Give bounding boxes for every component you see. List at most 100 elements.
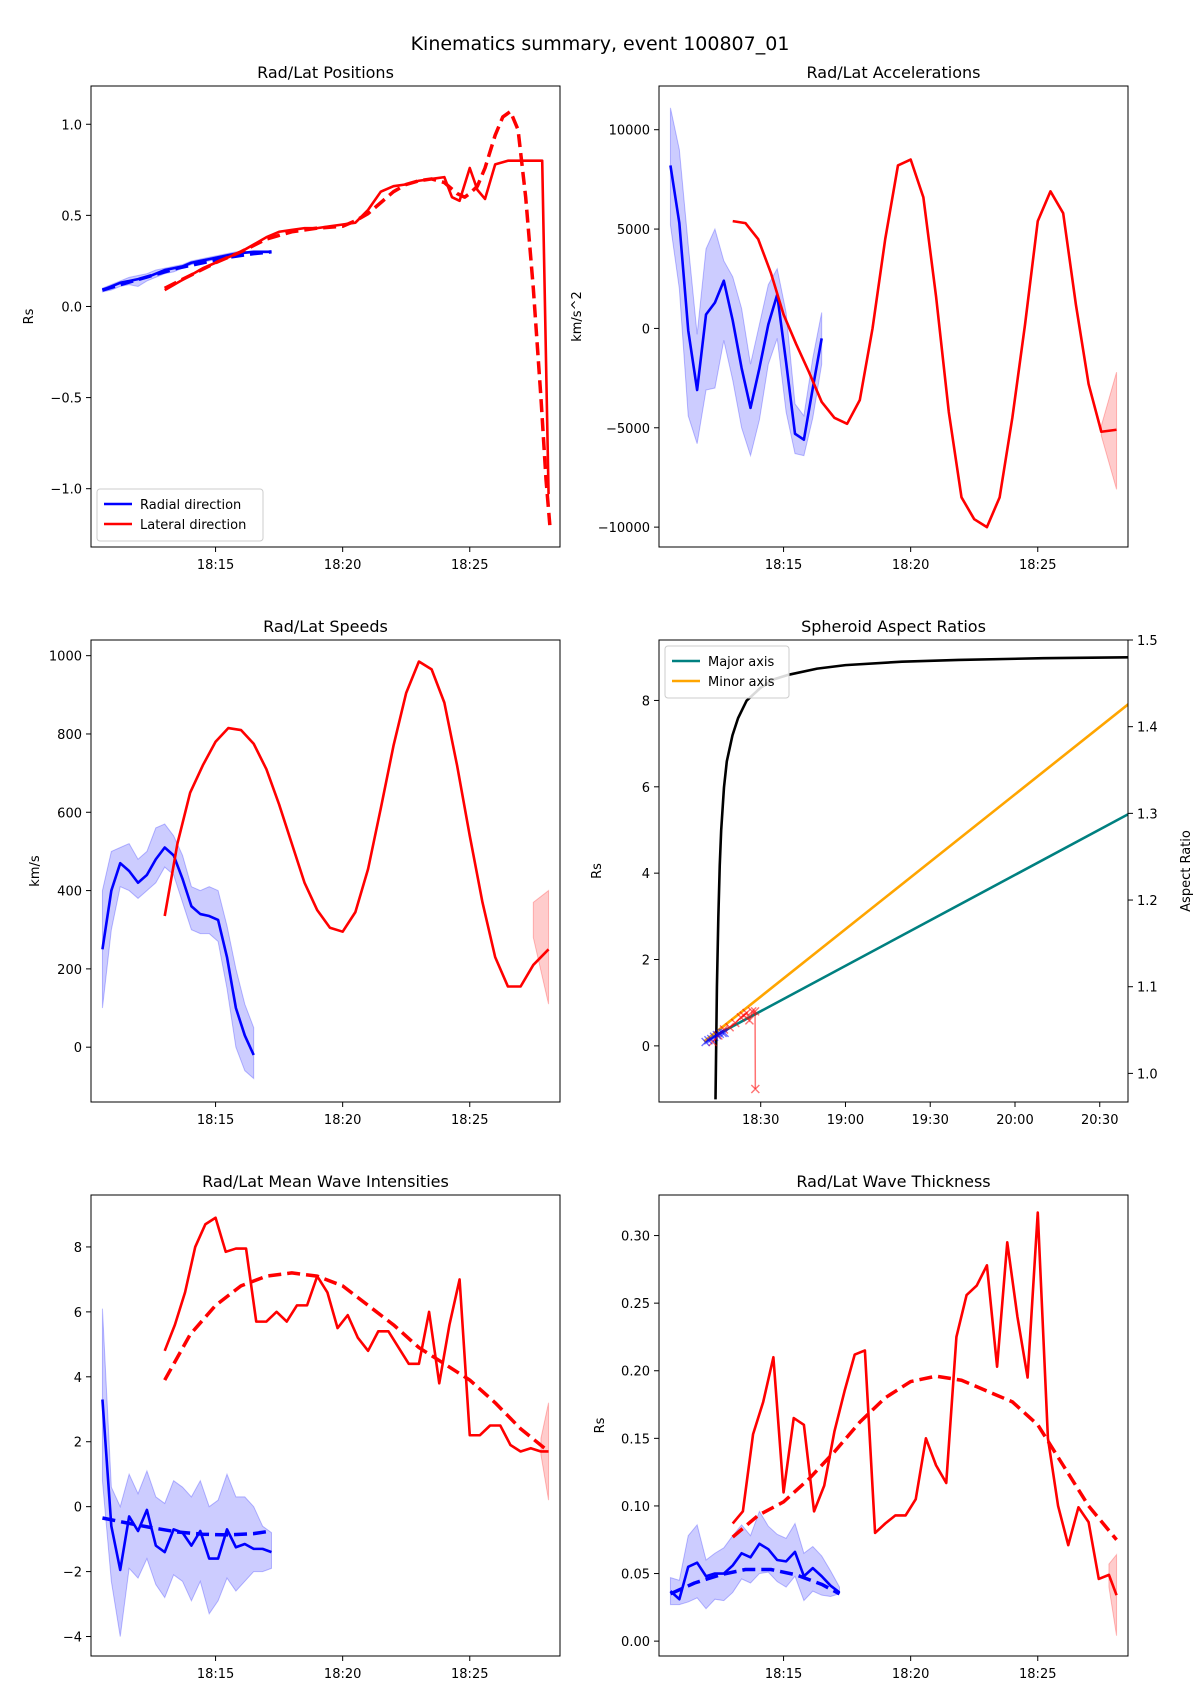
chart-title: Spheroid Aspect Ratios <box>801 617 986 636</box>
y-tick-label: 8 <box>642 694 650 709</box>
y-tick-label: 4 <box>642 867 650 882</box>
legend-label-1: Minor axis <box>708 675 775 690</box>
legend-label-0: Radial direction <box>140 498 241 513</box>
series-band-0 <box>101 1308 272 1637</box>
series-band-2 <box>1108 1553 1118 1636</box>
y-tick-label: 6 <box>74 1306 82 1321</box>
series-line-1-0 <box>669 1567 841 1596</box>
x-tick-label: 18:30 <box>742 1113 779 1128</box>
plot-frame <box>90 1194 561 1657</box>
y-axis-label: Rs <box>593 1417 608 1433</box>
y-tick-label: −10000 <box>598 521 650 536</box>
plot-area <box>101 660 550 1080</box>
series-line-0-0 <box>669 1542 841 1601</box>
y-tick-label: 0 <box>642 1040 650 1055</box>
y-tick-label: −1.0 <box>50 483 82 498</box>
y-tick-label: 0.10 <box>621 1500 650 1515</box>
series-line-0-0 <box>703 812 1128 1043</box>
plot-frame <box>658 639 1129 1103</box>
chart-title: Rad/Lat Wave Thickness <box>796 1172 990 1191</box>
series-band-0 <box>669 107 823 458</box>
series-line-0-0 <box>101 1399 272 1572</box>
series-line-0-0 <box>101 846 255 1056</box>
plot-area <box>669 107 1118 529</box>
y-tick-label: 200 <box>57 963 82 978</box>
x-tick-label: 19:00 <box>827 1113 864 1128</box>
data-point-3-7 <box>742 1008 752 1018</box>
legend-label-0: Major axis <box>708 655 774 670</box>
x-tick-label: 20:00 <box>996 1113 1033 1128</box>
y-tick-label: 0.15 <box>621 1432 650 1447</box>
series-line-2-0 <box>163 1216 549 1453</box>
x-tick-label: 18:25 <box>451 558 488 573</box>
x-tick-label: 18:25 <box>451 1667 488 1682</box>
legend-box <box>664 645 790 699</box>
y-right-tick-label: 1.0 <box>1137 1067 1158 1082</box>
y-tick-label: 0.20 <box>621 1365 650 1380</box>
series-marker-line-3 <box>712 1010 757 1090</box>
series-line-1-0 <box>102 1516 272 1537</box>
x-tick-label: 18:15 <box>197 1113 234 1128</box>
y-tick-label: 8 <box>74 1241 82 1256</box>
plot-frame <box>658 1194 1129 1657</box>
x-tick-label: 18:20 <box>324 1113 361 1128</box>
chart-intensities: Rad/Lat Mean Wave Intensities 18:15 18:20 1… <box>63 1172 561 1682</box>
y-tick-label: 1000 <box>49 650 82 665</box>
data-point-4-7 <box>720 1028 730 1038</box>
x-tick-label: 20:30 <box>1081 1113 1118 1128</box>
x-tick-label: 19:30 <box>911 1113 948 1128</box>
series-line-3-0 <box>163 109 552 526</box>
series-line-3-0 <box>731 1374 1118 1541</box>
y-right-axis-label: Aspect Ratio <box>1179 830 1194 912</box>
plot-area <box>101 1216 550 1637</box>
x-tick-label: 18:20 <box>892 558 929 573</box>
y-tick-label: 2 <box>74 1436 82 1451</box>
x-tick-label: 18:15 <box>197 1667 234 1682</box>
x-tick-label: 18:15 <box>197 558 234 573</box>
y-tick-label: 0.5 <box>61 209 82 224</box>
x-tick-label: 18:20 <box>324 558 361 573</box>
chart-title: Rad/Lat Mean Wave Intensities <box>202 1172 449 1191</box>
chart-aspect: Spheroid Aspect Ratios 18:30 19:00 19:30 20:… <box>590 617 1194 1128</box>
series-line-0-0 <box>669 165 823 441</box>
y-tick-label: −4 <box>63 1631 82 1646</box>
data-point-3-8 <box>744 1015 754 1025</box>
y-axis-label: Rs <box>590 863 605 879</box>
y-tick-label: 400 <box>57 885 82 900</box>
chart-speeds: Rad/Lat Speeds 18:15 18:20 18:25 0 200 400 600 8… <box>28 617 561 1128</box>
y-tick-label: 4 <box>74 1371 82 1386</box>
x-tick-label: 18:20 <box>892 1667 929 1682</box>
x-tick-label: 18:20 <box>324 1667 361 1682</box>
plot-area <box>669 1211 1118 1636</box>
series-line-1-0 <box>732 158 1117 529</box>
y-right-tick-label: 1.4 <box>1137 721 1158 736</box>
y-axis-label: km/s^2 <box>570 291 585 342</box>
y-right-tick-label: 1.3 <box>1137 807 1158 822</box>
data-point-4-6 <box>718 1028 728 1038</box>
y-tick-label: 0 <box>642 322 650 337</box>
series-line-3-0 <box>163 1271 550 1453</box>
y-tick-label: 0 <box>74 1501 82 1516</box>
y-tick-label: 6 <box>642 781 650 796</box>
data-point-4-4 <box>712 1030 722 1040</box>
series-band-0 <box>669 1510 840 1610</box>
data-point-3-11 <box>750 1084 760 1094</box>
y-axis-label: km/s <box>28 855 43 887</box>
y-right-tick-label: 1.1 <box>1137 981 1158 996</box>
y-tick-label: 0 <box>74 1041 82 1056</box>
chart-title: Rad/Lat Accelerations <box>807 63 981 82</box>
y-tick-label: 800 <box>57 728 82 743</box>
y-tick-label: 10000 <box>609 124 650 139</box>
y-tick-label: 1.0 <box>61 118 82 133</box>
y-tick-label: −2 <box>63 1566 82 1581</box>
y-axis-label: Rs <box>22 308 37 324</box>
series-line-2-0 <box>714 656 1128 1100</box>
chart-title: Rad/Lat Positions <box>257 63 394 82</box>
data-point-3-10 <box>750 1006 760 1016</box>
chart-positions: Rad/Lat Positions 18:15 18:20 18:25 −1.0 −0.5… <box>22 63 561 573</box>
series-band-0 <box>101 823 255 1080</box>
y-tick-label: −5000 <box>606 422 650 437</box>
y-tick-label: −0.5 <box>50 392 82 407</box>
y-right-tick-label: 1.2 <box>1137 894 1158 909</box>
